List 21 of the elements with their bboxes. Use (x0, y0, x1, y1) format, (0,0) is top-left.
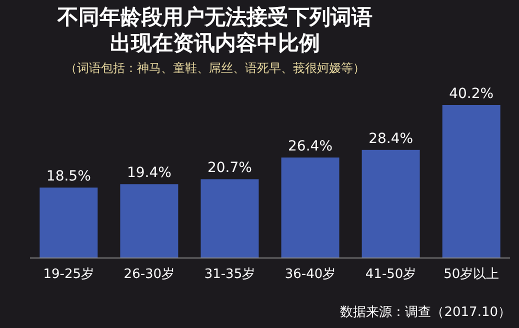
bar (362, 150, 420, 258)
data-label: 20.7% (207, 160, 252, 176)
data-label: 28.4% (368, 130, 414, 147)
bar (442, 105, 500, 258)
x-tick-label: 50岁以上 (444, 267, 500, 282)
x-tick-label: 41-50岁 (365, 267, 416, 282)
bar (120, 184, 178, 258)
source-note: 数据来源：调查（2017.10） (340, 305, 511, 320)
data-label: 40.2% (449, 86, 494, 102)
data-label: 18.5% (46, 168, 91, 185)
chart-title: 不同年龄段用户无法接受下列词语出现在资讯内容中比例 (56, 5, 372, 55)
x-tick-label: 19-25岁 (43, 267, 94, 282)
x-tick-label: 31-35岁 (204, 267, 256, 282)
data-label: 26.4% (288, 138, 333, 155)
bar (281, 158, 340, 258)
bar (200, 179, 259, 258)
x-tick-label: 36-40岁 (284, 267, 336, 282)
x-tick-label: 26-30岁 (124, 267, 175, 282)
data-label: 19.4% (126, 165, 172, 182)
bar (40, 188, 98, 258)
chart-subtitle: （词语包括：神马、童鞋、屌丝、语死早、莪很妸嫒等） (65, 61, 365, 75)
